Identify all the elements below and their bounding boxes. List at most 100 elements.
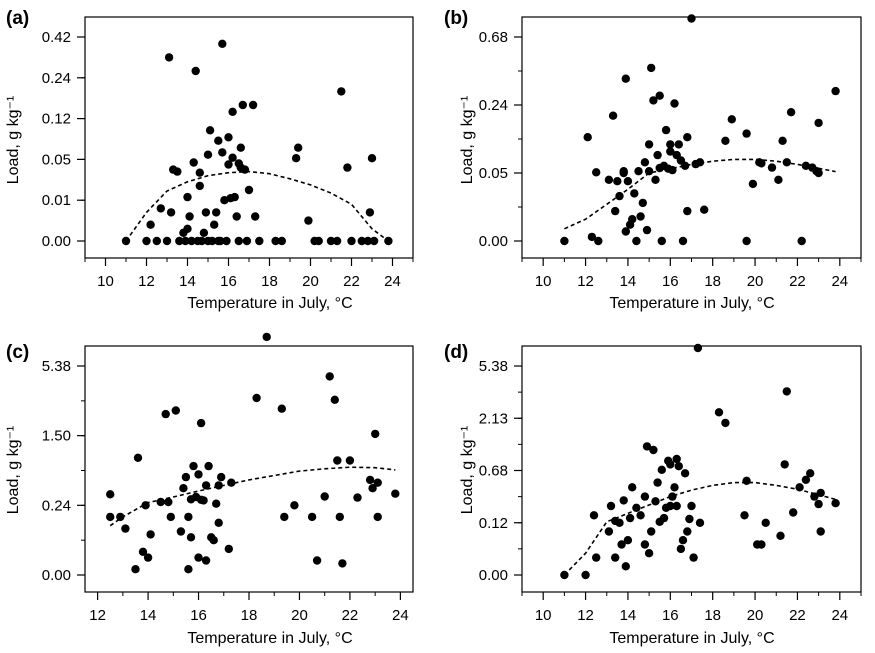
panel-c-y-tick-label: 0.24 bbox=[42, 497, 71, 514]
panel-a-data-point bbox=[181, 236, 190, 246]
panel-c-data-point bbox=[161, 409, 170, 419]
panel-c-data-point bbox=[181, 472, 191, 482]
panel-d-data-point bbox=[676, 544, 686, 554]
panel-b-data-point bbox=[644, 140, 654, 149]
panel-d-data-point bbox=[604, 527, 614, 536]
panel-c-data-point bbox=[227, 478, 236, 487]
panel-d-data-point bbox=[611, 553, 620, 562]
panel-a-y-tick-label: 0.00 bbox=[42, 233, 71, 250]
panel-c-y-tick-label: 1.50 bbox=[42, 428, 71, 445]
panel-a-data-point bbox=[205, 126, 215, 135]
panel-c-data-point bbox=[176, 527, 186, 536]
panel-d-data-point bbox=[687, 501, 696, 511]
panel-c-data-point bbox=[217, 472, 226, 482]
panel-b-y-tick-label: 0.24 bbox=[479, 97, 508, 114]
panel-a-y-tick-label: 0.42 bbox=[42, 29, 71, 46]
panel-b-data-point bbox=[680, 161, 690, 170]
panel-a-data-point bbox=[291, 154, 301, 163]
panel-c-data-point bbox=[365, 475, 375, 485]
panel-c-y-tick-label: 5.38 bbox=[42, 358, 71, 375]
panel-c-data-point bbox=[391, 489, 400, 498]
panel-b-data-point bbox=[683, 206, 692, 216]
panel-b-data-point bbox=[831, 86, 840, 96]
panel-c-data-point bbox=[196, 418, 206, 428]
panel-c-data-point bbox=[164, 497, 173, 507]
panel-d-data-point bbox=[695, 518, 705, 527]
panel-a-data-point bbox=[230, 192, 239, 202]
panel-a-plot-frame bbox=[84, 16, 414, 259]
panel-c-data-point bbox=[106, 512, 115, 522]
panel-c-x-tick-label: 16 bbox=[190, 607, 207, 624]
panel-a-data-point bbox=[201, 208, 211, 217]
panel-d-data-point bbox=[623, 536, 633, 545]
panel-a-x-tick-label: 18 bbox=[261, 273, 278, 290]
panel-d-x-tick-label: 18 bbox=[704, 607, 721, 624]
panel-a-data-point bbox=[175, 236, 184, 246]
panel-b-x-tick-label: 12 bbox=[577, 273, 594, 290]
panel-d-data-point bbox=[659, 513, 669, 523]
panel-a-data-point bbox=[242, 236, 252, 246]
panel-d-x-tick-label: 22 bbox=[789, 607, 806, 624]
panel-b-data-point bbox=[621, 227, 630, 236]
panel-c-data-point bbox=[106, 490, 115, 499]
panel-d-x-tick-label: 12 bbox=[577, 607, 594, 624]
panel-d-data-point bbox=[831, 499, 840, 508]
panel-c-data-point bbox=[290, 501, 299, 510]
panel-a-x-tick-label: 14 bbox=[179, 273, 196, 290]
panel-d-data-point bbox=[780, 460, 789, 469]
panel-a-data-point bbox=[236, 143, 245, 152]
panel-b-x-tick-label: 22 bbox=[789, 273, 806, 290]
panel-c-data-point bbox=[179, 484, 188, 493]
panel-d-data-point bbox=[647, 527, 656, 536]
panel-c-x-tick-label: 14 bbox=[140, 607, 157, 624]
panel-b-y-tick-label: 0.00 bbox=[479, 233, 508, 250]
panel-c-data-point bbox=[214, 518, 223, 527]
panel-d-data-point bbox=[651, 497, 660, 506]
panel-b-data-point bbox=[655, 91, 664, 100]
panel-d-data-point bbox=[642, 442, 652, 451]
panel-b-data-point bbox=[630, 189, 639, 198]
panel-d-data-point bbox=[657, 465, 666, 474]
panel-b-data-point bbox=[721, 136, 730, 145]
panel-d-y-tick-label: 5.38 bbox=[479, 358, 508, 375]
panel-d-data-point bbox=[801, 475, 811, 484]
panel-a-x-tick-label: 20 bbox=[302, 273, 319, 290]
panel-a-data-point bbox=[189, 158, 198, 167]
panel-c-data-point bbox=[156, 497, 165, 507]
panel-b-data-point bbox=[647, 63, 656, 73]
panel-b-data-point bbox=[587, 232, 597, 242]
panel-a-x-tick-label: 22 bbox=[343, 273, 360, 290]
panel-d-data-point bbox=[685, 514, 694, 524]
panel-c-data-point bbox=[138, 547, 148, 556]
panel-d-data-point bbox=[678, 536, 688, 545]
panel-c-data-point bbox=[214, 481, 223, 490]
panel-d-data-point bbox=[680, 469, 690, 478]
panel-a-data-point bbox=[214, 136, 223, 145]
panel-b-data-point bbox=[786, 108, 796, 117]
panel-b-data-point bbox=[611, 206, 620, 216]
panel-d-data-point bbox=[740, 511, 749, 520]
panel-c-data-point bbox=[312, 556, 322, 565]
panel-d-x-tick-label: 10 bbox=[535, 607, 552, 624]
panel-a-x-tick-label: 16 bbox=[220, 273, 237, 290]
panel-d-data-point bbox=[742, 476, 751, 485]
panel-c-trend-line bbox=[109, 466, 396, 527]
panel-d-x-tick-label: 14 bbox=[620, 607, 637, 624]
panel-a-data-point bbox=[152, 236, 161, 246]
panel-b-data-point bbox=[683, 133, 692, 142]
panel-c-data-point bbox=[184, 565, 193, 574]
panel-d-label: (d) bbox=[444, 342, 468, 363]
panel-a-data-point bbox=[207, 236, 217, 246]
panel-b-trend-line bbox=[564, 158, 836, 230]
panel-c-data-point bbox=[335, 512, 344, 522]
panel-b-data-point bbox=[767, 163, 777, 172]
panel-c-data-point bbox=[345, 456, 355, 465]
panel-d-x-tick-label: 24 bbox=[831, 607, 848, 624]
panel-d-x-tick-label: 20 bbox=[747, 607, 764, 624]
panel-c-label: (c) bbox=[6, 342, 29, 363]
panel-a-data-point bbox=[363, 236, 373, 246]
panel-b-data-point bbox=[632, 236, 641, 246]
panel-a-data-point bbox=[255, 236, 264, 246]
panel-b-data-point bbox=[700, 205, 709, 214]
panel-b-data-point bbox=[814, 118, 823, 128]
